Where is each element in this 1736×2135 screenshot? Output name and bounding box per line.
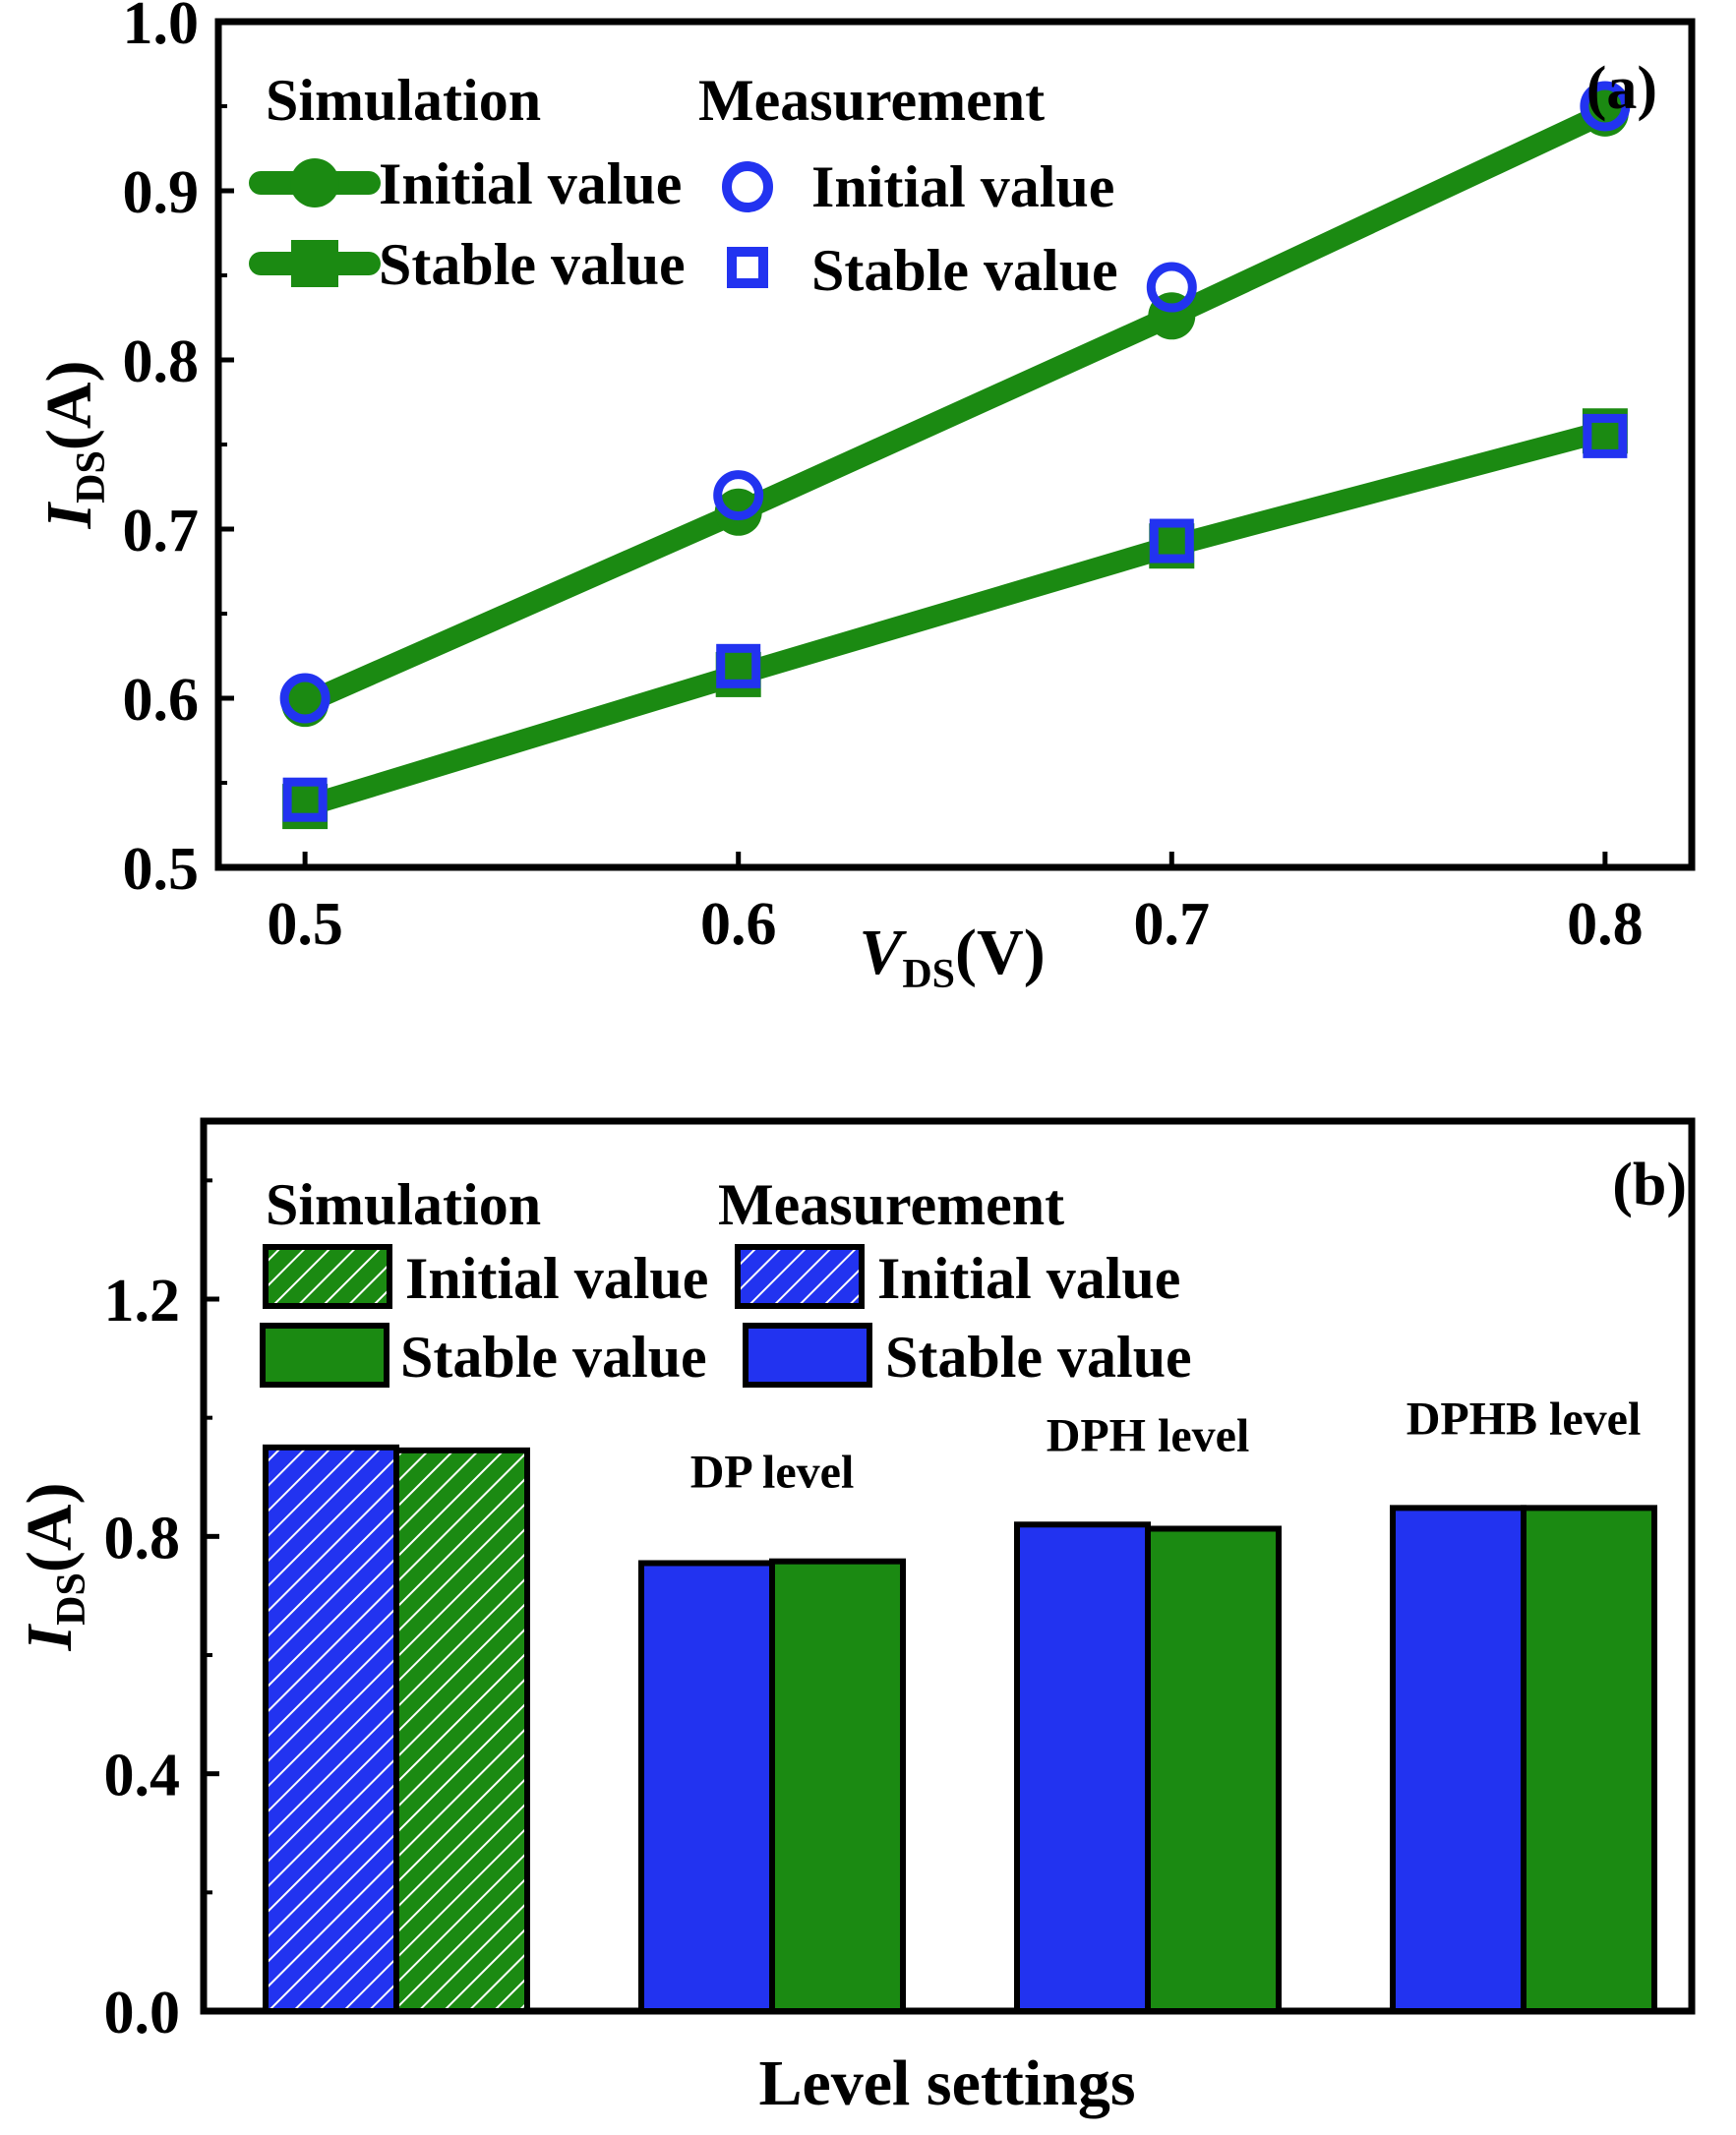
legend-b-sim-stable-swatch: [260, 1323, 389, 1388]
legend-a-sim-initial-label: Initial value: [379, 151, 682, 216]
b-bar-1-measurement: [263, 1444, 399, 2015]
a-ytick-label: 0.7: [123, 498, 200, 564]
b-bars: [263, 1444, 1657, 2015]
legend-a-meas-stable-marker: [727, 247, 768, 288]
legend-b: Simulation Measurement Initial value Ini…: [260, 1172, 1192, 1390]
b-ytick-label: 1.2: [104, 1268, 181, 1334]
b-group-labels: DP level DPH level DPHB level: [690, 1393, 1642, 1498]
y-axis-title-b: IDS(A): [14, 1482, 94, 1651]
b-bar-1-simulation: [393, 1447, 530, 2014]
b-bar-4-simulation: [1521, 1505, 1657, 2014]
plot-frame-a: [214, 18, 1696, 871]
a-point-meas-stable: [1583, 413, 1628, 458]
panel-b-bar-chart: 0.0 0.4 0.8 1.2 DP level DPH level DPHB level…: [14, 1117, 1696, 2119]
legend-a: Simulation Measurement Initial value Sta…: [249, 68, 1118, 303]
a-point-meas-stable: [282, 777, 328, 822]
a-ytick-label: 0.6: [123, 667, 200, 734]
legend-b-sim-header: Simulation: [266, 1172, 541, 1237]
b-bar-3-simulation: [1145, 1525, 1282, 2014]
x-axis-title-b: Level settings: [758, 2047, 1135, 2119]
y-axis-title-a: IDS(A): [33, 360, 114, 529]
a-ytick-label: 0.8: [123, 328, 200, 395]
legend-a-meas-initial-label: Initial value: [811, 154, 1114, 219]
legend-b-meas-stable-label: Stable value: [885, 1325, 1192, 1390]
b-bar-2-measurement: [638, 1560, 775, 2014]
legend-a-meas-header: Measurement: [698, 68, 1045, 133]
legend-b-meas-initial-swatch: [735, 1244, 865, 1309]
a-series-markers: [279, 81, 1631, 830]
plot-frame-b: [200, 1117, 1696, 2015]
panel-label-b: (b): [1612, 1152, 1687, 1218]
a-axis-ticks: 0.5 0.6 0.7 0.8 0.9 1.0 0.5 0.6 0.7 0.8: [123, 0, 1644, 958]
legend-a-sim-stable-marker: [291, 240, 338, 287]
a-point-meas-initial: [1146, 262, 1197, 313]
b-group-label: DP level: [690, 1447, 855, 1499]
legend-b-meas-initial-label: Initial value: [877, 1246, 1180, 1311]
a-ytick-label: 1.0: [123, 0, 200, 57]
legend-b-meas-header: Measurement: [718, 1172, 1064, 1237]
legend-a-meas-initial-marker: [722, 161, 773, 212]
panel-a-line-chart: 0.5 0.6 0.7 0.8 0.9 1.0 0.5 0.6 0.7 0.8 (a) Simul…: [33, 0, 1696, 997]
legend-b-sim-initial-label: Initial value: [405, 1246, 708, 1311]
a-point-meas-initial: [1580, 81, 1631, 132]
legend-a-meas-stable-label: Stable value: [811, 238, 1118, 303]
a-point-meas-initial: [713, 470, 764, 521]
a-xtick-label: 0.7: [1134, 891, 1211, 958]
legend-a-sim-header: Simulation: [266, 68, 541, 133]
x-axis-title-a: VDS(V): [859, 917, 1045, 997]
legend-a-sim-initial-marker: [290, 158, 339, 208]
b-ytick-label: 0.4: [104, 1743, 181, 1809]
b-axis-ticks: 0.0 0.4 0.8 1.2: [104, 1178, 219, 2046]
a-xtick-label: 0.8: [1567, 891, 1644, 958]
a-point-meas-stable: [716, 643, 761, 688]
a-xtick-label: 0.5: [267, 891, 343, 958]
a-xtick-label: 0.6: [700, 891, 777, 958]
a-line-initial-sim: [294, 101, 1616, 715]
legend-b-sim-initial-swatch: [263, 1244, 392, 1309]
b-ytick-label: 0.0: [104, 1980, 181, 2046]
a-ytick-label: 0.5: [123, 836, 200, 903]
a-point-meas-initial: [279, 673, 330, 724]
legend-a-sim-stable-label: Stable value: [379, 232, 686, 297]
legend-b-sim-stable-label: Stable value: [400, 1325, 707, 1390]
b-bar-3-measurement: [1014, 1521, 1151, 2015]
a-ytick-label: 0.9: [123, 159, 200, 226]
b-group-label: DPH level: [1047, 1409, 1250, 1461]
a-line-stable-sim: [294, 420, 1616, 818]
a-series-lines: [294, 101, 1616, 818]
panel-label-a: (a): [1586, 55, 1657, 122]
b-bar-2-simulation: [769, 1558, 906, 2014]
legend-b-meas-stable-swatch: [743, 1323, 872, 1388]
b-group-label: DPHB level: [1407, 1393, 1642, 1445]
a-point-meas-stable: [1149, 518, 1194, 563]
b-bar-4-measurement: [1390, 1505, 1526, 2014]
b-ytick-label: 0.8: [104, 1505, 181, 1572]
